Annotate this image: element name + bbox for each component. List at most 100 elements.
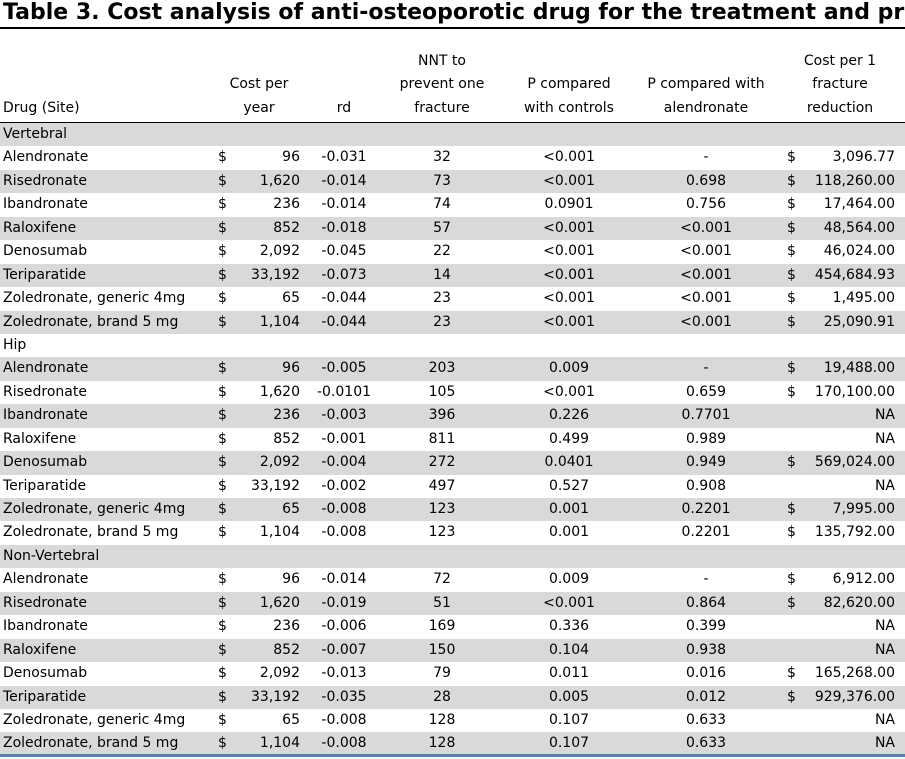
header-p-controls-line: with controls (524, 99, 614, 116)
p-alendronate-cell: 0.864 (685, 594, 727, 611)
drug-name-cell: Zoledronate, brand 5 mg (3, 524, 179, 541)
drug-name-cell: Raloxifene (3, 641, 77, 658)
table-row: Raloxifene $852 -0.001 811 0.499 0.989 NA (0, 428, 905, 451)
cost-per-fracture-cell: 3,096.77 (832, 149, 895, 166)
table-row: Raloxifene $852 -0.007 150 0.104 0.938 NA (0, 638, 905, 663)
nnt-cell: 169 (428, 618, 456, 635)
table-header: Drug (Site) Cost per year rd NNT to prev… (0, 52, 905, 122)
nnt-cell: 22 (433, 243, 451, 260)
cpf-currency-cell: $ (787, 571, 796, 588)
header-cpf-line: reduction (806, 99, 874, 116)
table-row: Teriparatide $33,192 -0.073 14 <0.001 <0.001 $… (0, 263, 905, 288)
table-body: Vertebral Alendronate $96 -0.031 32 <0.001 - $3… (0, 123, 905, 756)
table-row: Zoledronate, generic 4mg $65 -0.044 23 <0.00… (0, 287, 905, 310)
table-row: Zoledronate, brand 5 mg $1,104 -0.008 123 0.… (0, 521, 905, 544)
nnt-cell: 123 (428, 524, 456, 541)
p-alendronate-cell: - (703, 149, 709, 166)
nnt-cell: 73 (433, 172, 451, 189)
p-controls-cell: 0.0901 (544, 196, 594, 213)
p-controls-cell: 0.226 (548, 407, 590, 424)
cost-currency-cell: $ (218, 735, 227, 752)
cost-currency-cell: $ (218, 430, 227, 447)
p-controls-cell: 0.107 (548, 735, 590, 752)
cost-per-fracture-cell: 17,464.00 (823, 196, 895, 213)
rd-cell: -0.003 (321, 407, 367, 424)
header-p-controls: P compared with controls (509, 73, 629, 120)
cost-per-year-cell: 236 (273, 196, 300, 213)
cost-per-fracture-cell: 569,024.00 (814, 454, 895, 471)
cpf-currency-cell: $ (787, 243, 796, 260)
cost-per-fracture-cell: 25,090.91 (823, 313, 895, 330)
cost-per-fracture-cell: 454,684.93 (814, 266, 895, 283)
rd-cell: -0.006 (321, 618, 367, 635)
cost-currency-cell: $ (218, 360, 227, 377)
drug-name-cell: Alendronate (3, 360, 89, 377)
p-alendronate-cell: <0.001 (680, 290, 732, 307)
rd-cell: -0.044 (321, 290, 367, 307)
cost-currency-cell: $ (218, 524, 227, 541)
cpf-currency-cell: $ (787, 665, 796, 682)
header-cpf-line: fracture (812, 76, 868, 92)
nnt-cell: 28 (433, 688, 451, 705)
cost-currency-cell: $ (218, 501, 227, 517)
cost-per-fracture-cell: 135,792.00 (814, 524, 895, 541)
rd-cell: -0.044 (321, 313, 367, 330)
cost-per-year-cell: 852 (273, 430, 300, 447)
drug-name-cell: Zoledronate, brand 5 mg (3, 735, 179, 752)
cpf-currency-cell: $ (787, 454, 796, 471)
cpf-currency-cell: $ (787, 688, 796, 705)
cost-per-year-cell: 65 (282, 290, 300, 307)
p-controls-cell: <0.001 (543, 172, 595, 189)
rd-cell: -0.005 (321, 360, 367, 377)
cost-per-year-cell: 1,620 (259, 383, 300, 400)
cost-per-year-cell: 1,620 (259, 172, 300, 189)
rd-cell: -0.007 (321, 641, 367, 658)
nnt-cell: 105 (428, 383, 456, 400)
cost-per-fracture-cell: 46,024.00 (823, 243, 895, 260)
table-row: Risedronate $1,620 -0.0101 105 <0.001 0.659 $1… (0, 381, 905, 404)
cost-per-year-cell: 236 (273, 407, 300, 424)
nnt-cell: 396 (428, 407, 456, 424)
header-nnt: NNT to prevent one fracture (387, 50, 497, 121)
nnt-cell: 150 (428, 641, 456, 658)
p-alendronate-cell: 0.012 (685, 688, 727, 705)
cpf-currency-cell: $ (787, 501, 796, 517)
drug-name-cell: Alendronate (3, 149, 89, 166)
cpf-currency-cell: $ (787, 383, 796, 400)
cost-currency-cell: $ (218, 571, 227, 588)
header-p-alendronate: P compared with alendronate (634, 73, 778, 120)
cost-per-year-cell: 65 (282, 501, 300, 517)
cost-currency-cell: $ (218, 172, 227, 189)
p-controls-cell: 0.009 (548, 571, 590, 588)
p-alendronate-cell: 0.7701 (681, 407, 731, 424)
cost-per-year-cell: 852 (273, 641, 300, 658)
p-controls-cell: <0.001 (543, 290, 595, 307)
cost-per-year-cell: 96 (282, 149, 300, 166)
cost-per-fracture-cell: NA (874, 711, 895, 728)
cpf-currency-cell: $ (787, 524, 796, 541)
rd-cell: -0.073 (321, 266, 367, 283)
p-controls-cell: 0.005 (548, 688, 590, 705)
cost-per-fracture-cell: 170,100.00 (814, 383, 895, 400)
cost-per-fracture-cell: 929,376.00 (814, 688, 895, 705)
table-bottom-border (0, 754, 905, 757)
cost-currency-cell: $ (218, 477, 227, 494)
p-alendronate-cell: 0.756 (685, 196, 727, 213)
header-p-alendronate-line: alendronate (663, 99, 749, 116)
nnt-cell: 23 (433, 290, 451, 307)
p-controls-cell: 0.001 (548, 524, 590, 541)
p-controls-cell: <0.001 (543, 149, 595, 166)
drug-name-cell: Denosumab (3, 243, 88, 260)
p-alendronate-cell: - (703, 571, 709, 588)
section-header-row: Hip (0, 334, 905, 357)
cpf-currency-cell: $ (787, 290, 796, 307)
p-controls-cell: <0.001 (543, 219, 595, 236)
header-p-alendronate-line: P compared with (647, 76, 765, 92)
table-row: Ibandronate $236 -0.014 74 0.0901 0.756 $17,46… (0, 193, 905, 216)
cost-per-fracture-cell: 1,495.00 (832, 290, 895, 307)
drug-name-cell: Zoledronate, generic 4mg (3, 501, 186, 517)
cost-per-fracture-cell: NA (874, 735, 895, 752)
p-alendronate-cell: <0.001 (680, 219, 732, 236)
cpf-currency-cell: $ (787, 360, 796, 377)
cost-per-year-cell: 33,192 (251, 688, 300, 705)
